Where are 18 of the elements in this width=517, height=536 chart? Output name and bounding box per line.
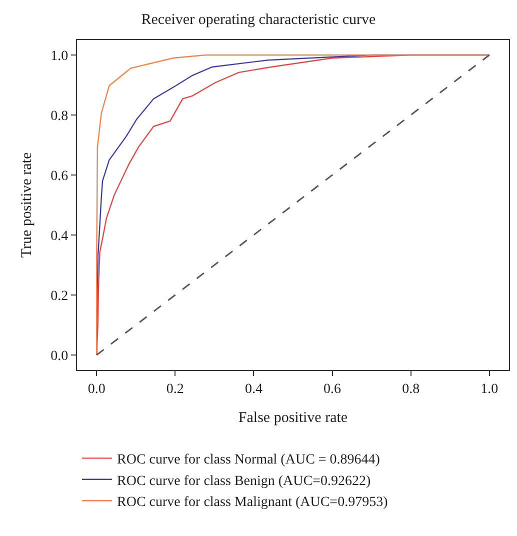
x-tick-label: 0.0 bbox=[88, 382, 106, 397]
y-tick-label: 0.4 bbox=[50, 228, 68, 244]
y-tick-label: 0.0 bbox=[50, 348, 68, 364]
y-tick-label: 0.6 bbox=[50, 168, 68, 184]
legend-label: ROC curve for class Malignant (AUC=0.97953) bbox=[117, 495, 388, 510]
x-tick-label: 1.0 bbox=[480, 382, 498, 397]
x-tick-label: 0.4 bbox=[244, 382, 262, 397]
chart-title: Receiver operating characteristic curve bbox=[141, 12, 376, 28]
y-tick-label: 1.0 bbox=[50, 48, 68, 64]
x-tick-label: 0.8 bbox=[402, 382, 420, 397]
x-tick-label: 0.2 bbox=[166, 382, 184, 397]
y-tick-label: 0.2 bbox=[50, 288, 68, 304]
x-tick-label: 0.6 bbox=[324, 382, 342, 397]
x-axis-title: False positive rate bbox=[238, 410, 348, 426]
legend-label: ROC curve for class Normal (AUC = 0.89644) bbox=[117, 452, 380, 468]
legend-label: ROC curve for class Benign (AUC=0.92622) bbox=[117, 474, 371, 489]
y-tick-label: 0.8 bbox=[50, 108, 68, 124]
y-axis-title: True positive rate bbox=[18, 152, 35, 258]
